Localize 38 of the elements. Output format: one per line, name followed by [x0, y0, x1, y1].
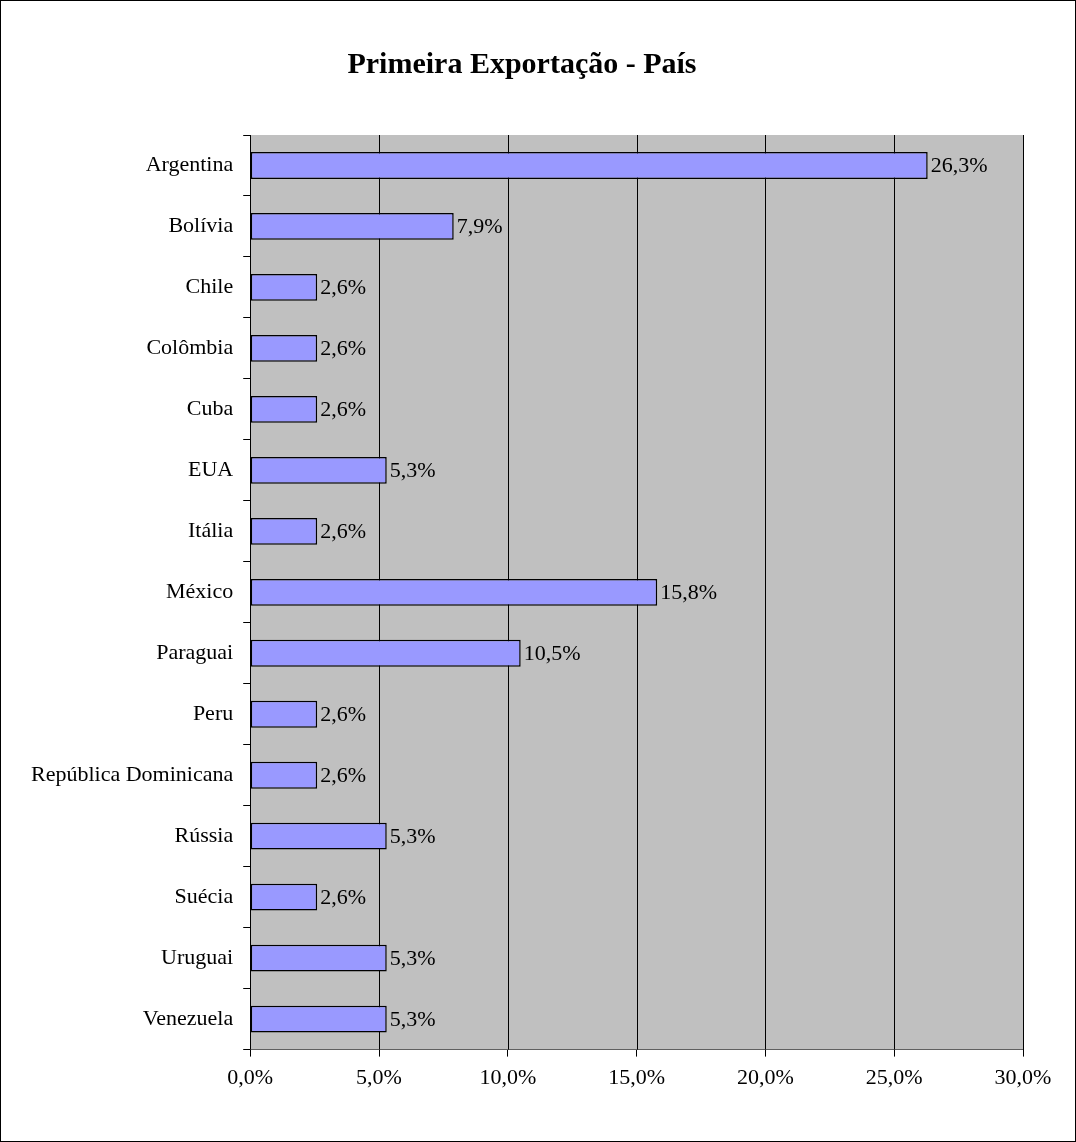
data-label: 5,3%: [389, 457, 436, 483]
data-label: 2,6%: [320, 518, 367, 544]
data-label: 7,9%: [456, 213, 503, 239]
data-label: 2,6%: [320, 883, 367, 909]
y-tick-label: Bolívia: [168, 212, 234, 238]
x-tick-label: 5,0%: [356, 1063, 402, 1089]
y-tick-label: Uruguai: [161, 943, 234, 969]
data-label: 5,3%: [389, 944, 436, 970]
data-label: 2,6%: [320, 701, 367, 727]
x-tick-label: 30,0%: [994, 1063, 1052, 1089]
y-tick-label: Paraguai: [156, 639, 234, 665]
y-tick-label: Argentina: [145, 151, 234, 177]
chart-title: Primeira Exportação - País: [347, 45, 697, 79]
data-label: 5,3%: [389, 1005, 436, 1031]
x-tick-label: 0,0%: [227, 1063, 274, 1089]
data-label: 26,3%: [930, 152, 988, 178]
data-label: 2,6%: [320, 762, 367, 787]
data-label: 5,3%: [389, 822, 436, 848]
data-label: 15,8%: [660, 579, 718, 605]
data-label: 2,6%: [320, 274, 367, 300]
data-label: 10,5%: [523, 640, 581, 666]
x-tick-label: 15,0%: [608, 1063, 666, 1089]
x-tick-label: 10,0%: [479, 1063, 537, 1089]
y-tick-label: Rússia: [174, 821, 234, 847]
y-tick-label: Colômbia: [146, 334, 234, 360]
y-tick-label: Peru: [192, 700, 234, 726]
data-label: 2,6%: [320, 335, 367, 361]
y-tick-label: Itália: [188, 517, 234, 543]
x-tick-label: 20,0%: [736, 1063, 794, 1089]
y-tick-label: Suécia: [174, 882, 234, 908]
y-tick-label: México: [166, 578, 234, 604]
y-tick-label: República Dominicana: [30, 761, 234, 786]
data-label: 2,6%: [320, 396, 367, 422]
y-tick-label: Venezuela: [142, 1004, 234, 1030]
y-tick-label: EUA: [187, 456, 234, 482]
y-tick-label: Cuba: [186, 395, 234, 421]
y-tick-label: Chile: [185, 273, 234, 299]
x-tick-label: 25,0%: [865, 1063, 923, 1089]
